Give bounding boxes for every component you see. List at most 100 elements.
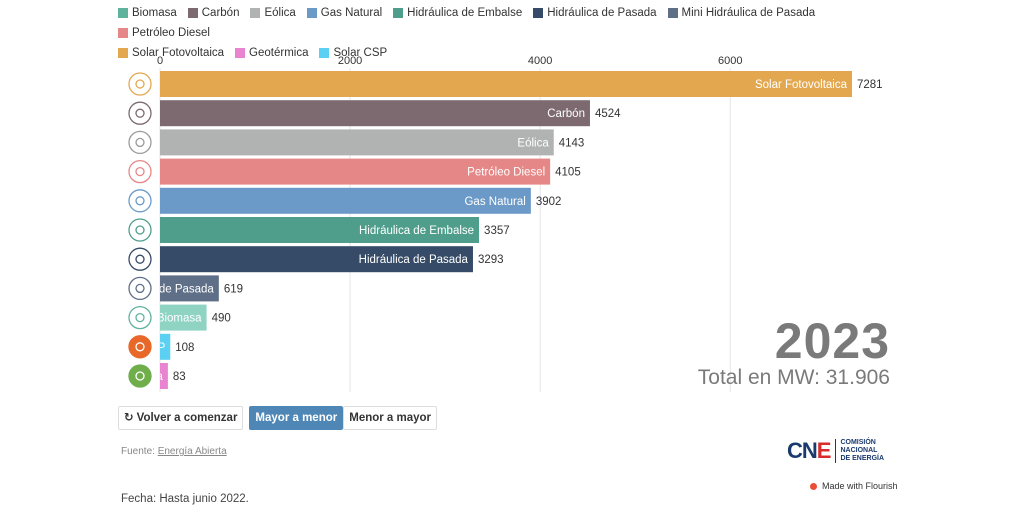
legend-item[interactable]: Geotérmica [235,44,308,62]
legend-item[interactable]: Solar CSP [319,44,387,62]
value-label: 4105 [555,167,581,179]
bar-label: Biomasa [157,313,202,325]
flourish-icon [810,482,817,490]
legend-label: Eólica [264,7,296,19]
x-tick-label: 2000 [338,55,362,67]
legend-item[interactable]: Carbón [187,4,240,22]
geothermal-icon [128,364,152,388]
solar-csp-icon [128,335,152,359]
legend-swatch [533,8,544,18]
legend-item[interactable]: Petróleo Diesel [118,24,210,42]
fuel-pump-icon [128,159,152,184]
value-label: 4524 [595,108,621,120]
legend-label: Solar CSP [333,47,388,59]
value-label: 490 [212,313,231,325]
legend: Biomasa Carbón Eólica Gas Natural Hidráulica… [118,4,918,64]
legend-label: Hidráulica de Pasada [547,7,657,19]
sort-desc-button[interactable]: Mayor a menor [249,406,344,430]
legend-swatch [393,8,404,18]
legend-label: Petróleo Diesel [132,27,210,39]
value-label: 3902 [536,196,562,208]
restart-icon: ↻ [124,412,134,424]
value-label: 4143 [559,137,585,149]
legend-item[interactable]: Gas Natural [306,4,383,22]
restart-label: Volver a comenzar [136,412,238,424]
value-label: 108 [175,342,194,354]
legend-item[interactable]: Biomasa [118,4,177,22]
bar-label: Eólica [517,137,549,149]
total-label: Total en MW: 31.906 [697,366,890,389]
source-link[interactable]: Energía Abierta [157,446,227,457]
legend-item[interactable]: Hidráulica de Pasada [533,4,657,22]
x-tick-label: 0 [157,55,163,67]
legend-swatch [118,48,128,58]
bar-label: Geotérmica [103,371,163,383]
restart-button[interactable]: ↻ Volver a comenzar [118,406,244,430]
legend-label: Geotérmica [249,47,309,59]
year-label: 2023 [774,313,890,369]
logo-line-2: NACIONAL [840,447,878,454]
bar [160,275,219,302]
bar-label: Petróleo Diesel [467,167,545,179]
bar [160,71,852,97]
bar [160,158,551,185]
sort-asc-button[interactable]: Menor a mayor [343,406,438,430]
legend-item[interactable]: Solar Fotovoltaica [118,44,224,62]
legend-label: Solar Fotovoltaica [132,47,225,59]
legend-label: Carbón [201,7,240,19]
biomass-flask-icon [128,305,152,330]
value-label: 3293 [478,254,504,266]
logo-c: C [787,438,803,463]
date-note: Fecha: Hasta junio 2022. [121,493,249,505]
legend-item[interactable]: Eólica [250,4,296,22]
legend-swatch [235,48,246,58]
cne-logo-mark: CNE [787,438,832,464]
dam-icon [128,218,152,242]
x-tick-label: 4000 [528,55,552,67]
bar-label: Gas Natural [464,196,525,208]
x-tick-label: 6000 [718,55,742,67]
legend-swatch [667,8,678,18]
logo-n: N [801,438,818,463]
value-label: 7281 [857,79,883,91]
mini-turbine-icon [128,276,152,301]
bar [160,100,590,127]
cne-logo-text: COMISIÓN NACIONAL DE ENERGÍA [835,439,884,463]
flame-icon [128,189,152,213]
bar [160,217,480,243]
logo-line-1: COMISIÓN [840,439,876,446]
source-prefix: Fuente: [121,446,158,457]
value-label: 83 [173,371,186,383]
legend-item[interactable]: Mini Hidráulica de Pasada [667,4,815,22]
value-label: 3357 [484,225,510,237]
bar-chart: 0 2000 4000 6000 Solar Fotovoltaica 7281 Carbó… [80,55,883,392]
legend-swatch [118,8,128,18]
bar [160,333,171,360]
bar-label: Hidráulica de Pasada [359,254,469,266]
bar [160,246,473,273]
legend-label: Gas Natural [320,7,383,19]
logo-line-3: DE ENERGÍA [840,455,885,462]
bar-label: Carbón [547,108,585,120]
legend-item[interactable]: Hidráulica de Embalse [393,4,522,22]
coal-cart-icon [128,101,152,125]
wind-turbine-icon [128,130,152,155]
bar-label: Mini Hidráulica de Pasada [80,283,214,295]
turbine-icon [128,247,152,271]
controls: ↻ Volver a comenzar Mayor a menor Menor … [118,406,438,430]
logo-e: E [816,438,832,463]
legend-swatch [250,8,261,18]
value-label: 619 [224,283,243,295]
bar [160,363,168,389]
bar-label: Hidráulica de Embalse [359,225,474,237]
legend-swatch [187,8,198,18]
legend-swatch [118,28,128,38]
made-with-flourish-link[interactable]: Made with Flourish [810,481,898,491]
bar [160,129,554,156]
bar-label: Solar Fotovoltaica [755,79,848,91]
flourish-label: Made with Flourish [822,481,898,491]
legend-swatch [319,48,330,58]
legend-label: Biomasa [132,7,177,19]
bar [160,187,531,214]
legend-label: Hidráulica de Embalse [407,7,523,19]
